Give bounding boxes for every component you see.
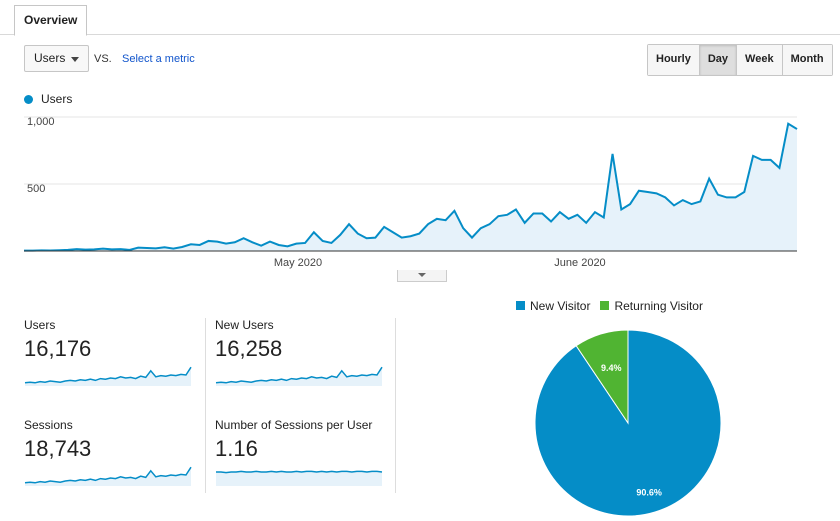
chart-collapse-handle[interactable] — [397, 270, 447, 282]
scorecard-label: Number of Sessions per User — [215, 418, 373, 432]
scorecard-value: 18,743 — [24, 436, 92, 461]
range-hourly-button[interactable]: Hourly — [648, 45, 700, 75]
sparkline — [216, 470, 383, 486]
metric-dropdown-label: Users — [34, 51, 66, 65]
scorecard-value: 16,176 — [24, 336, 92, 361]
divider — [205, 318, 206, 493]
scorecard-value: 1.16 — [215, 436, 258, 461]
x-tick-label: May 2020 — [274, 257, 322, 269]
sparkline-line — [24, 466, 192, 484]
legend-swatch — [516, 301, 525, 310]
pie-legend: New Visitor Returning Visitor — [516, 299, 703, 313]
sparkline-area — [216, 471, 382, 486]
scorecard-label: Users — [24, 318, 56, 332]
vs-label: VS. — [94, 53, 112, 65]
pie-slice-label: 90.6% — [636, 487, 662, 497]
tab-overview[interactable]: Overview — [14, 5, 88, 36]
x-tick-label: June 2020 — [554, 257, 605, 269]
range-month-button[interactable]: Month — [782, 45, 832, 75]
scorecard-sessions-per-user[interactable]: Number of Sessions per User 1.16 — [215, 418, 393, 486]
legend-swatch — [600, 301, 610, 310]
caret-down-icon — [418, 273, 426, 277]
sparkline — [215, 366, 383, 386]
range-week-button[interactable]: Week — [737, 45, 783, 75]
scorecard-label: Sessions — [24, 418, 73, 432]
sparkline-line — [215, 366, 383, 384]
select-metric-link[interactable]: Select a metric — [122, 53, 195, 65]
time-range-toggle: Hourly Day Week Month — [647, 44, 833, 76]
scorecard-users[interactable]: Users 16,176 — [24, 318, 202, 386]
scorecard-new-users[interactable]: New Users 16,258 — [215, 318, 393, 386]
range-day-button[interactable]: Day — [699, 45, 738, 75]
sparkline-line — [216, 470, 383, 474]
legend-series-label: Users — [41, 92, 73, 106]
legend-label: New Visitor — [530, 299, 591, 313]
sparkline-line — [24, 366, 192, 384]
pie-slice-label: 9.4% — [601, 363, 622, 373]
pie-slice-returning-visitor[interactable] — [575, 329, 629, 425]
y-tick-label: 1,000 — [27, 116, 55, 128]
chevron-down-icon — [71, 57, 79, 62]
scorecard-label: New Users — [215, 318, 274, 332]
metric-dropdown[interactable]: Users — [24, 45, 89, 72]
legend-dot — [24, 95, 33, 104]
scorecard-value: 16,258 — [215, 336, 283, 361]
users-line-chart: 1,000 500 May 2020 June 2020 — [23, 116, 798, 269]
legend-item-returning-visitor[interactable]: Returning Visitor — [600, 299, 703, 313]
chart-legend: Users — [24, 92, 72, 106]
legend-item-new-visitor[interactable]: New Visitor — [516, 299, 590, 313]
legend-label: Returning Visitor — [614, 299, 703, 313]
sparkline — [24, 466, 192, 486]
scorecard-sessions[interactable]: Sessions 18,743 — [24, 418, 202, 486]
divider — [395, 318, 396, 493]
sparkline — [24, 366, 192, 386]
tab-bar: Overview — [0, 0, 840, 36]
y-tick-label: 500 — [27, 183, 45, 195]
users-area — [24, 123, 797, 251]
visitor-pie-chart: 90.6% 9.4% — [534, 329, 722, 517]
